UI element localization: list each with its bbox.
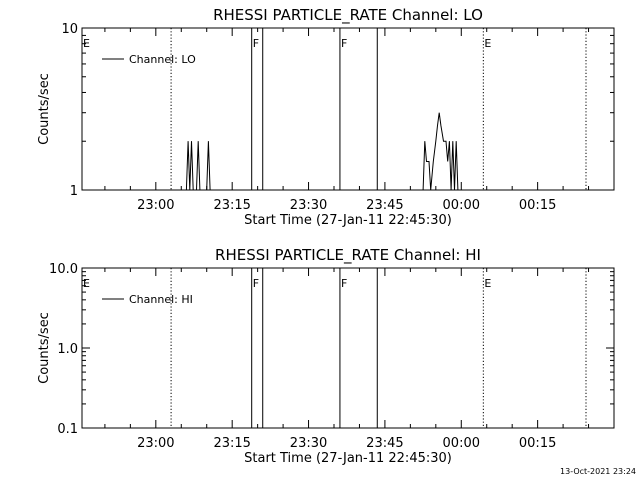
y-axis-label: Counts/sec	[37, 73, 52, 145]
chart-panel-1: RHESSI PARTICLE_RATE Channel: LO 1 10 Count…	[37, 6, 615, 228]
marker-label: F	[341, 37, 347, 50]
marker-label: E	[484, 37, 491, 50]
chart-title: RHESSI PARTICLE_RATE Channel: HI	[215, 246, 481, 265]
y-tick-label: 0.1	[57, 422, 78, 437]
x-tick-label: 23:45	[366, 436, 403, 451]
x-tick-label: 23:15	[213, 436, 250, 451]
x-axis-label: Start Time (27-Jan-11 22:45:30)	[244, 451, 452, 466]
y-tick-label: 10.0	[49, 262, 78, 277]
chart-panel-2: RHESSI PARTICLE_RATE Channel: HI 0.1 1.0 10…	[37, 246, 615, 466]
x-tick-label: 23:00	[137, 198, 174, 213]
x-tick-label: 00:15	[519, 436, 556, 451]
x-tick-label: 00:15	[519, 198, 556, 213]
series-line	[185, 112, 459, 191]
chart-title: RHESSI PARTICLE_RATE Channel: LO	[213, 6, 483, 25]
legend-label: Channel: LO	[129, 53, 196, 66]
x-tick-label: 00:00	[443, 436, 480, 451]
marker-label: E	[83, 277, 90, 290]
marker-label: E	[484, 277, 491, 290]
plot-frame	[81, 267, 615, 429]
x-tick-label: 23:15	[213, 198, 250, 213]
marker-label: F	[253, 37, 259, 50]
plot-timestamp: 13-Oct-2021 23:24	[560, 467, 636, 476]
x-axis-label: Start Time (27-Jan-11 22:45:30)	[244, 213, 452, 228]
y-tick-label: 1.0	[57, 342, 78, 357]
marker-label: E	[83, 37, 90, 50]
y-tick-label: 1	[70, 184, 78, 199]
legend-label: Channel: HI	[129, 293, 193, 306]
x-tick-label: 23:30	[290, 198, 327, 213]
x-tick-label: 23:00	[137, 436, 174, 451]
x-tick-label: 23:30	[290, 436, 327, 451]
x-tick-label: 00:00	[443, 198, 480, 213]
y-tick-label: 10	[61, 22, 78, 37]
y-axis-label: Counts/sec	[37, 312, 52, 384]
x-tick-label: 23:45	[366, 198, 403, 213]
marker-label: F	[341, 277, 347, 290]
marker-label: F	[253, 277, 259, 290]
